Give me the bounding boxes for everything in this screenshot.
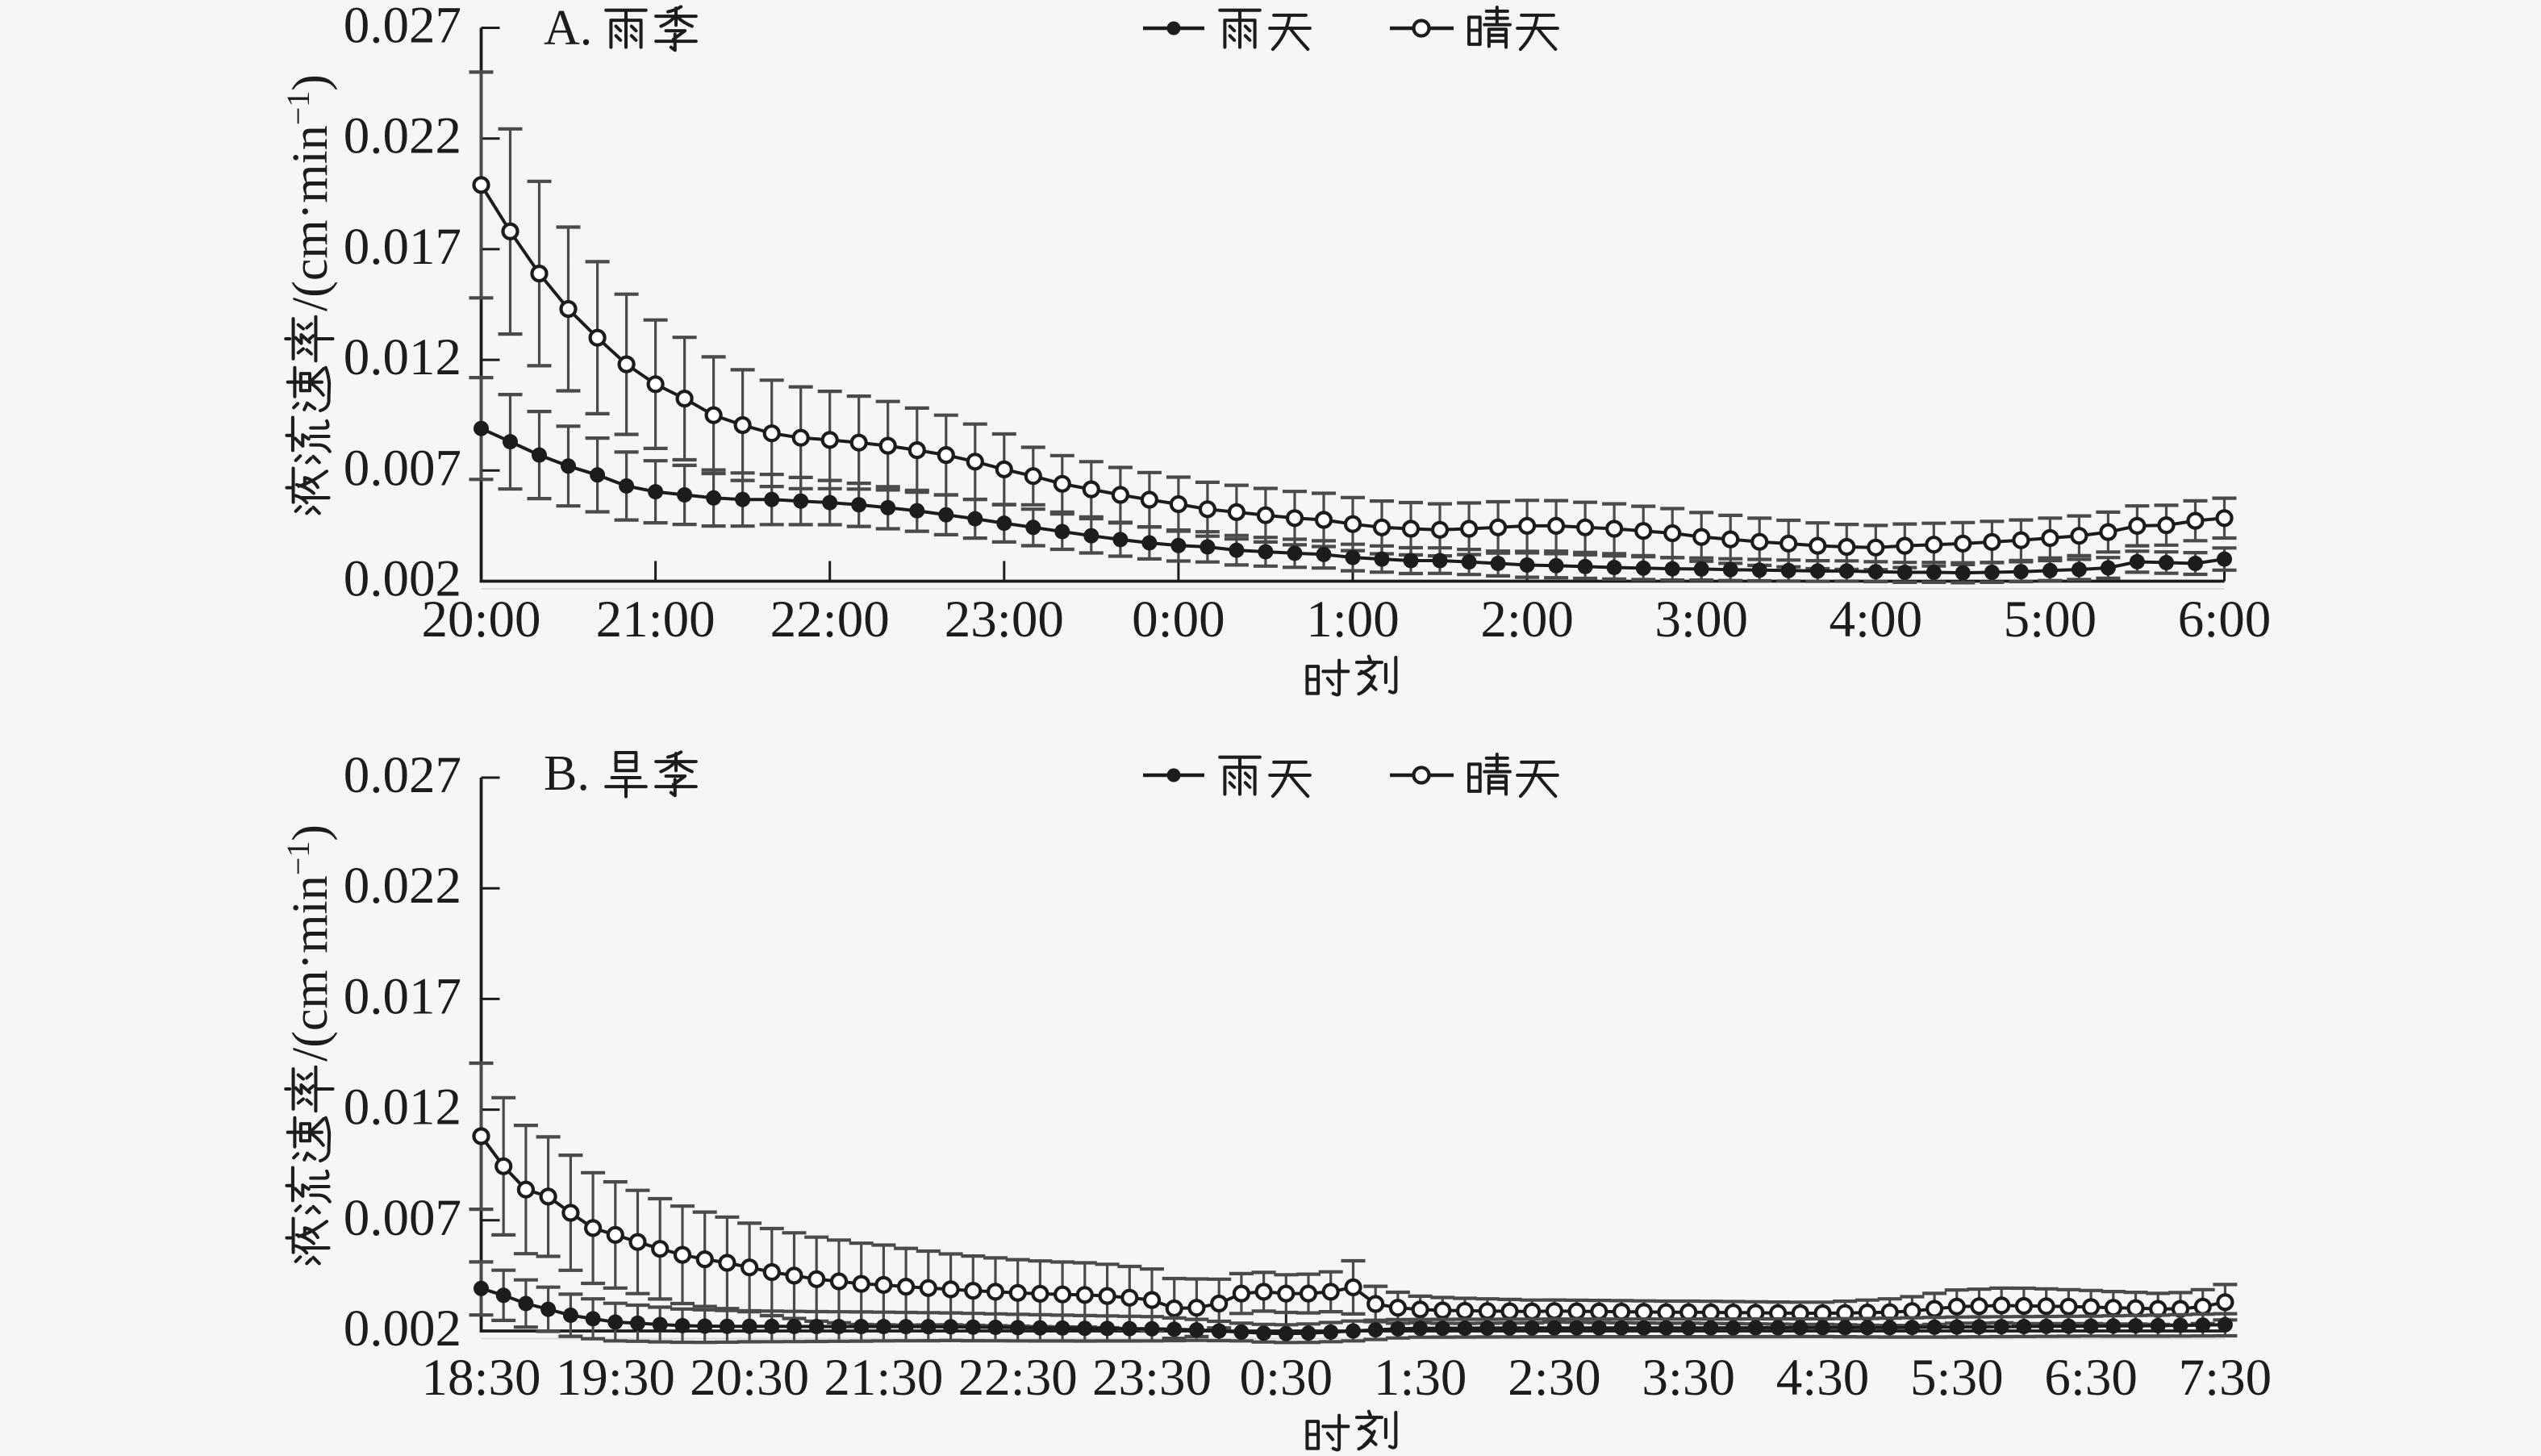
svg-text:3:30: 3:30 (1642, 1349, 1735, 1407)
svg-text:B.: B. (544, 746, 590, 801)
svg-text:0.022: 0.022 (344, 107, 461, 165)
svg-text:0.012: 0.012 (344, 1078, 461, 1137)
svg-text:20:30: 20:30 (690, 1349, 809, 1407)
svg-text:6:30: 6:30 (2044, 1349, 2138, 1407)
svg-text:4:30: 4:30 (1776, 1349, 1870, 1407)
svg-text:19:30: 19:30 (556, 1349, 675, 1407)
svg-text:3:00: 3:00 (1654, 590, 1748, 649)
svg-text:4:00: 4:00 (1830, 590, 1923, 649)
svg-text:22:00: 22:00 (770, 590, 890, 649)
svg-text:0.017: 0.017 (344, 218, 461, 276)
svg-text:A.: A. (544, 1, 592, 56)
svg-text:0.012: 0.012 (344, 328, 461, 386)
svg-text:23:00: 23:00 (945, 590, 1064, 649)
svg-text:20:00: 20:00 (421, 590, 540, 649)
svg-text:0.017: 0.017 (344, 967, 461, 1025)
svg-text:1:30: 1:30 (1374, 1349, 1467, 1407)
svg-text:1:00: 1:00 (1306, 590, 1400, 649)
svg-text:18:30: 18:30 (421, 1349, 540, 1407)
svg-text:0.007: 0.007 (344, 439, 461, 497)
svg-text:21:30: 21:30 (824, 1349, 943, 1407)
svg-text:2:00: 2:00 (1480, 590, 1574, 649)
svg-text:23:30: 23:30 (1092, 1349, 1212, 1407)
svg-text:0.002: 0.002 (344, 1300, 461, 1358)
svg-text:0.002: 0.002 (344, 550, 461, 608)
svg-text:0:00: 0:00 (1132, 590, 1225, 649)
svg-text:/(cm·min−1): /(cm·min−1) (278, 74, 338, 311)
svg-text:0.022: 0.022 (344, 857, 461, 915)
svg-text:5:30: 5:30 (1910, 1349, 2004, 1407)
svg-text:22:30: 22:30 (958, 1349, 1078, 1407)
svg-text:0.007: 0.007 (344, 1189, 461, 1247)
svg-text:5:00: 5:00 (2004, 590, 2097, 649)
svg-text:7:30: 7:30 (2179, 1349, 2272, 1407)
svg-text:0.027: 0.027 (344, 746, 461, 804)
svg-text:21:00: 21:00 (596, 590, 716, 649)
svg-text:0.027: 0.027 (344, 0, 461, 55)
svg-text:2:30: 2:30 (1508, 1349, 1601, 1407)
svg-text:0:30: 0:30 (1240, 1349, 1333, 1407)
svg-text:6:00: 6:00 (2178, 590, 2272, 649)
